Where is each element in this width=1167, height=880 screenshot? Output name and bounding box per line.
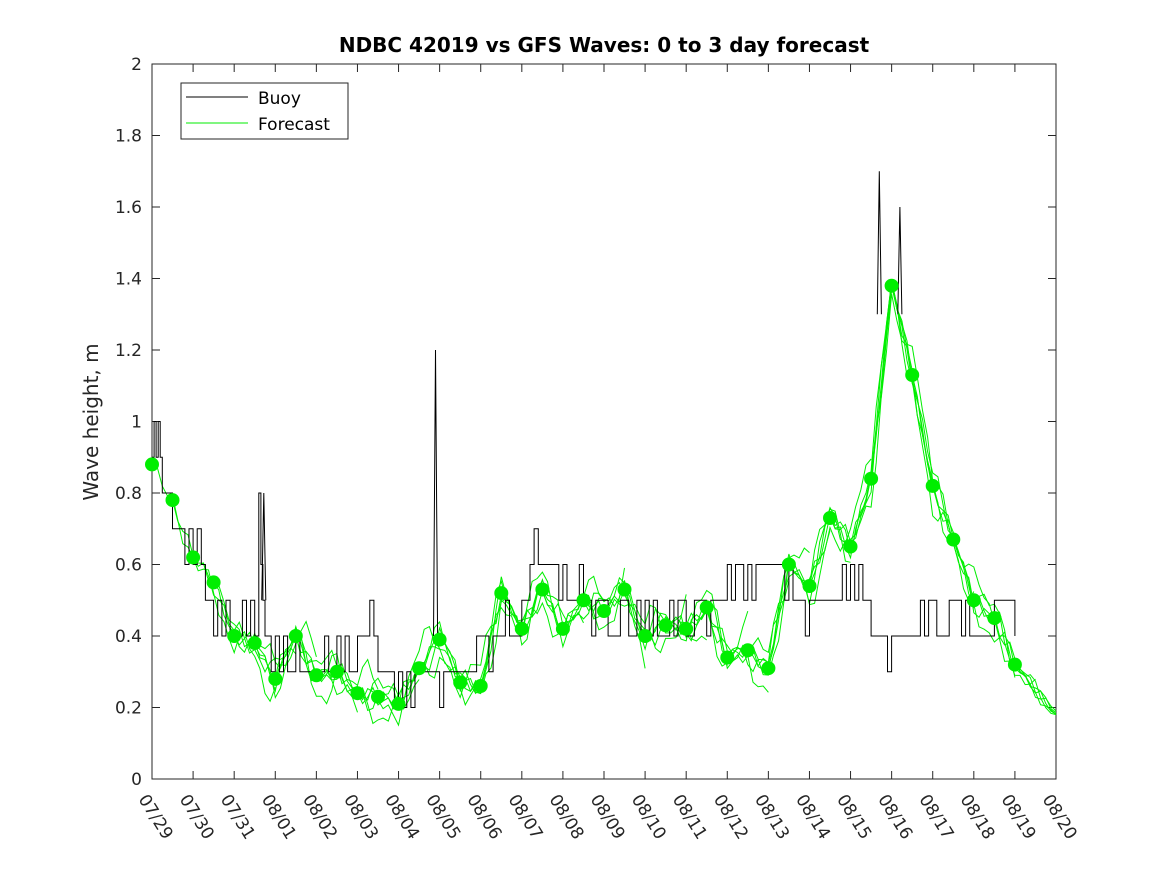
forecast-point <box>966 593 981 608</box>
forecast-point <box>514 621 529 636</box>
forecast-point <box>227 629 242 643</box>
forecast-point <box>576 593 591 608</box>
forecast-point <box>905 368 920 382</box>
forecast-point <box>247 636 262 651</box>
forecast-point <box>206 575 221 590</box>
forecast-point <box>145 457 159 472</box>
forecast-line <box>1014 664 1057 715</box>
forecast-point <box>494 586 509 601</box>
forecast-point <box>555 621 570 636</box>
legend: Buoy Forecast <box>180 82 349 140</box>
buoy-line <box>152 421 1016 708</box>
y-tick-label: 1 <box>131 413 142 433</box>
forecast-point <box>453 675 468 690</box>
forecast-point <box>371 689 385 704</box>
chart-title: NDBC 42019 vs GFS Waves: 0 to 3 day fore… <box>339 33 870 57</box>
forecast-point <box>473 679 488 693</box>
forecast-point <box>288 629 303 643</box>
forecast-point <box>391 696 406 711</box>
forecast-point <box>309 668 324 683</box>
forecast-point <box>165 493 180 508</box>
forecast-point <box>617 582 632 597</box>
legend-buoy-label: Buoy <box>258 89 301 109</box>
y-tick-label: 1.6 <box>115 198 142 218</box>
forecast-point <box>350 686 365 701</box>
forecast-point <box>597 604 611 618</box>
forecast-point <box>432 632 447 647</box>
forecast-point <box>268 671 283 686</box>
legend-box <box>180 82 349 140</box>
buoy-peak <box>433 349 439 637</box>
forecast-point <box>412 661 427 676</box>
forecast-point <box>1007 657 1022 672</box>
y-tick-label: 0.8 <box>115 484 142 504</box>
forecast-point <box>823 511 837 525</box>
forecast-point <box>987 611 1002 626</box>
forecast-line <box>829 293 954 560</box>
forecast-point <box>925 478 940 493</box>
forecast-point <box>329 664 344 679</box>
forecast-point <box>699 600 714 615</box>
forecast-point <box>720 650 735 665</box>
forecast-point <box>884 278 899 293</box>
forecast-point <box>802 579 817 593</box>
y-tick-label: 0.4 <box>115 627 142 647</box>
y-tick-label: 1.8 <box>115 127 142 147</box>
y-tick-label: 0.2 <box>115 699 142 719</box>
forecast-line <box>439 571 564 693</box>
forecast-point <box>781 557 796 572</box>
forecast-point <box>864 471 879 486</box>
y-tick-label: 2 <box>131 55 142 75</box>
forecast-point <box>658 618 673 633</box>
y-axis-label: Wave height, m <box>79 343 103 500</box>
forecast-point <box>638 629 653 643</box>
y-tick-label: 1.4 <box>115 270 142 290</box>
y-tick-label: 0 <box>131 770 142 790</box>
buoy-peak <box>261 492 267 601</box>
legend-forecast-label: Forecast <box>258 115 330 135</box>
buoy-peak <box>876 171 882 315</box>
forecast-point <box>946 532 961 547</box>
y-tick-label: 0.6 <box>115 556 142 576</box>
forecast-point <box>740 643 755 658</box>
y-tick-label: 1.2 <box>115 341 142 361</box>
forecast-point <box>761 661 776 676</box>
buoy-peak <box>897 206 903 315</box>
forecast-point <box>843 539 858 554</box>
forecast-point <box>535 582 550 597</box>
forecast-point <box>186 550 201 565</box>
forecast-point <box>679 621 694 636</box>
